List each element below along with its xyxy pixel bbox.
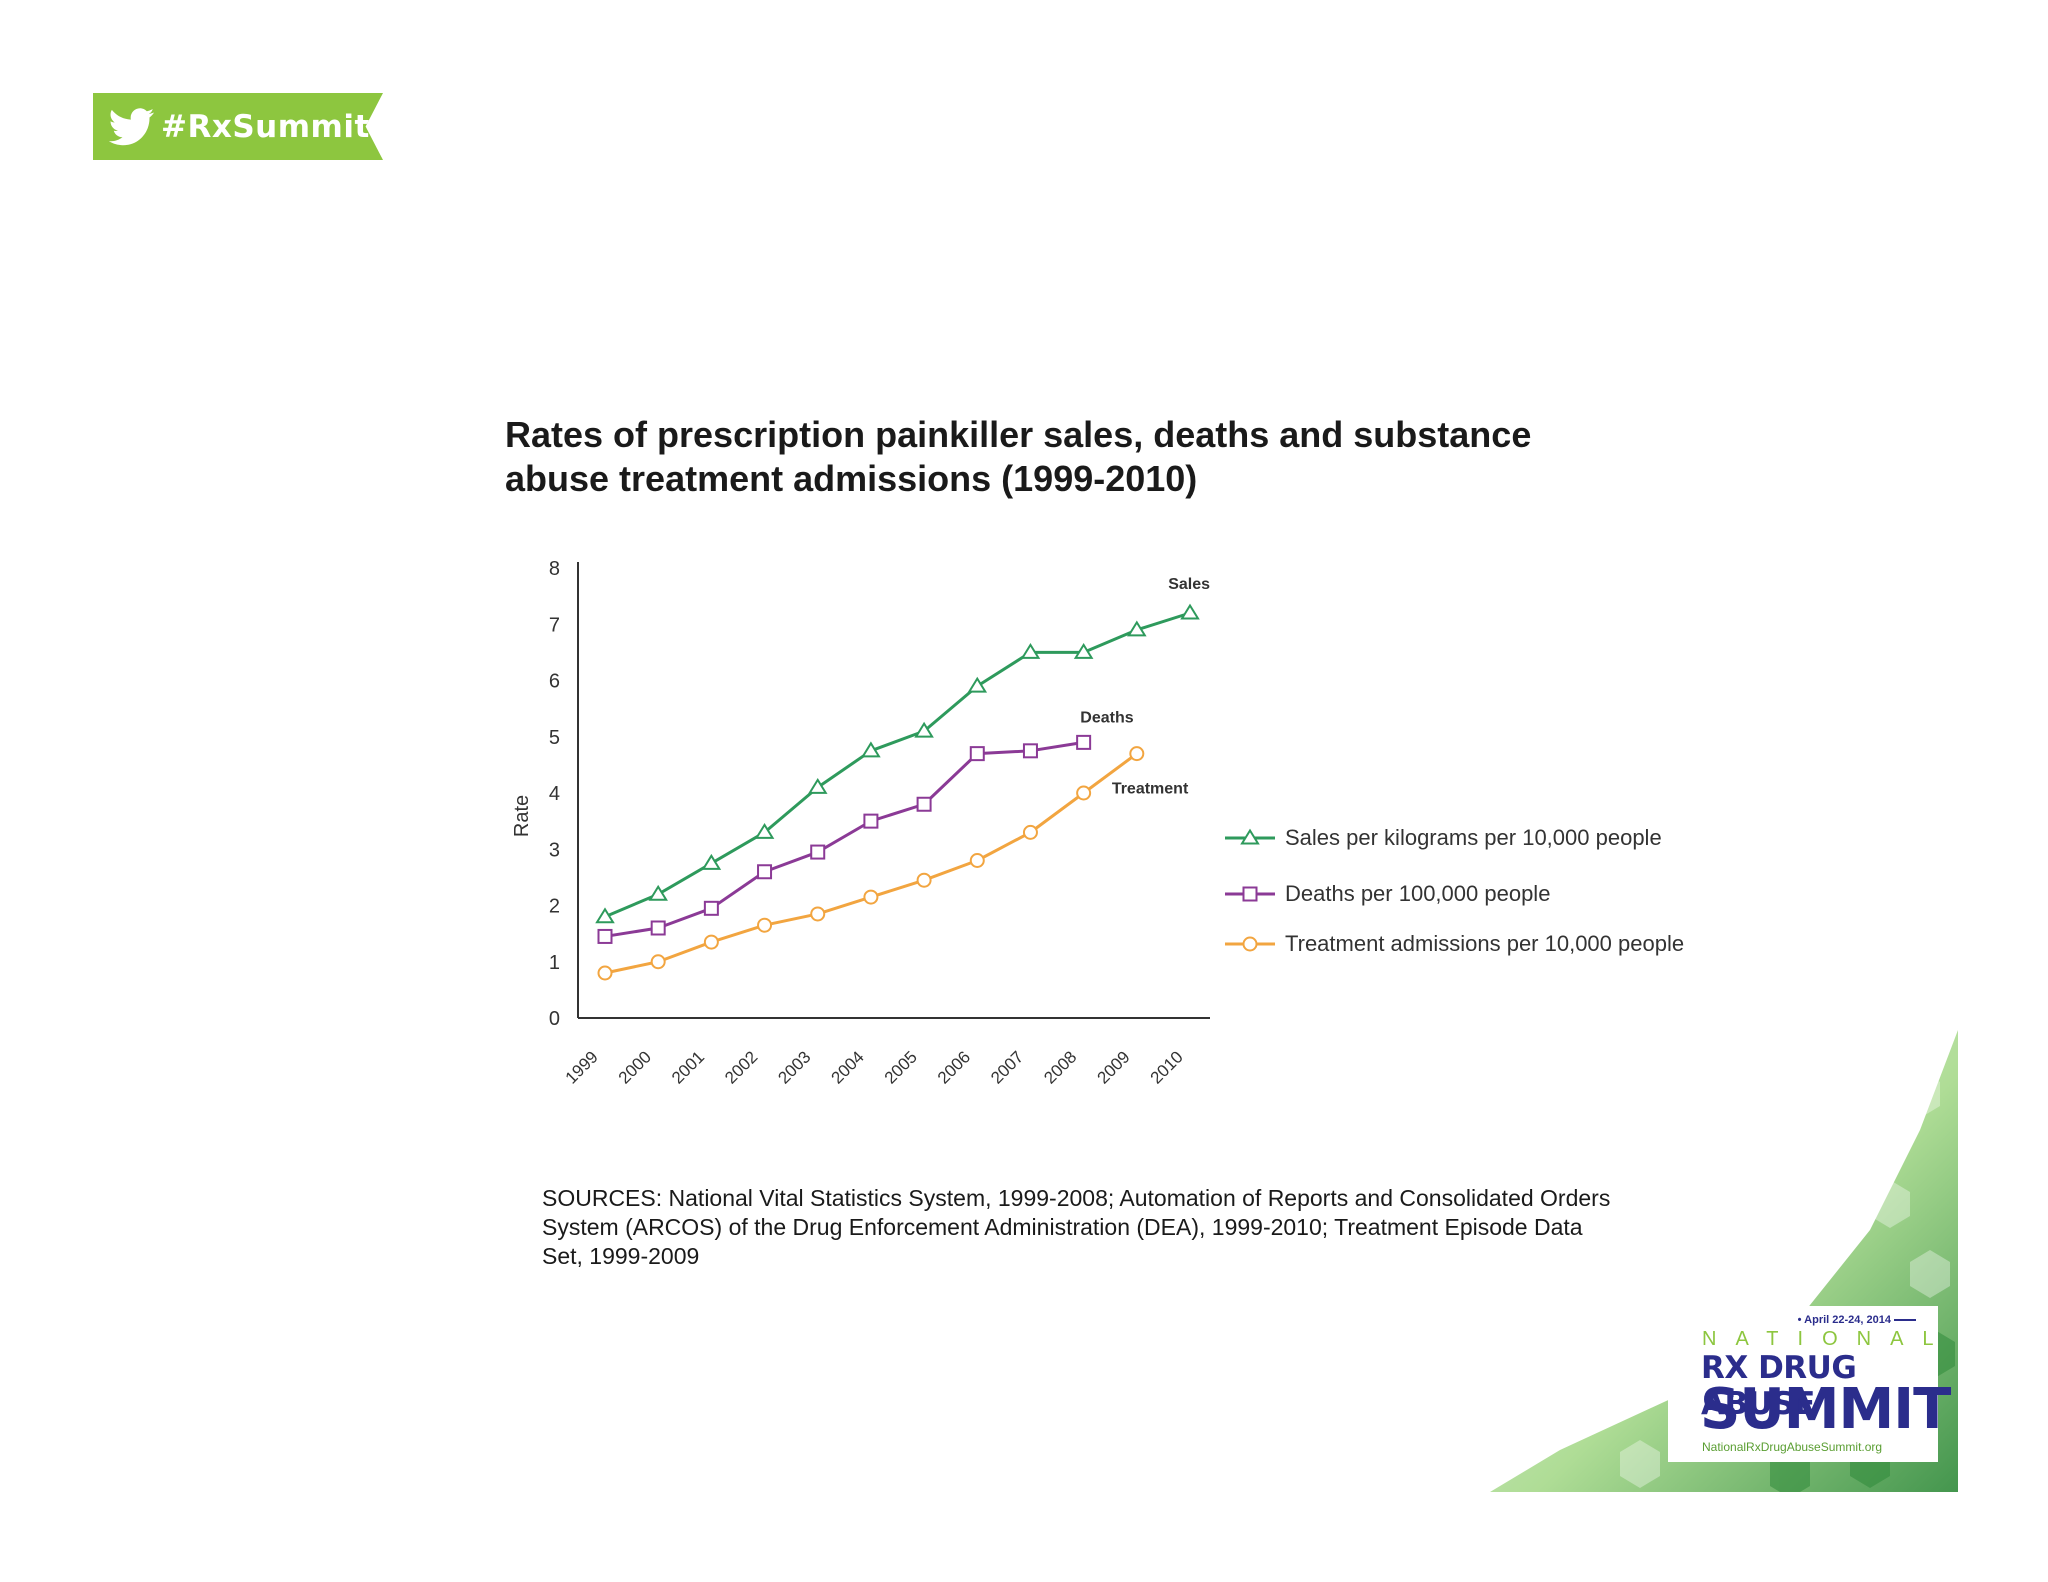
y-tick-label: 1 <box>549 952 560 974</box>
legend-swatch-marker <box>1240 828 1260 845</box>
series-line <box>604 752 1138 975</box>
sources-note: SOURCES: National Vital Statistics Syste… <box>542 1185 1611 1269</box>
legend-entry-label: Sales per kilograms per 10,000 people <box>1285 825 1662 850</box>
data-point <box>1020 642 1041 659</box>
data-point <box>597 928 613 944</box>
y-tick-label: 2 <box>549 896 560 918</box>
data-point <box>1022 743 1038 759</box>
hashtag-text: #RxSummit <box>161 108 370 145</box>
data-point <box>1129 746 1145 762</box>
hashtag-banner: #RxSummit <box>93 93 383 160</box>
data-point <box>754 822 775 839</box>
data-point <box>810 844 826 860</box>
summit-logo: • April 22-24, 2014 NATIONAL RX DRUG ABU… <box>1490 1030 1958 1492</box>
data-point <box>967 676 988 693</box>
x-tick-label: 2005 <box>881 1047 921 1087</box>
data-point <box>861 741 881 758</box>
x-tick-label: 2004 <box>828 1047 868 1087</box>
y-tick-label: 8 <box>549 558 560 580</box>
data-point <box>650 954 666 970</box>
x-tick-label: 2002 <box>721 1047 761 1087</box>
series-label: Sales <box>1168 576 1210 593</box>
data-point <box>1127 620 1147 637</box>
x-tick-label: 2010 <box>1147 1047 1187 1087</box>
x-tick-label: 1999 <box>562 1047 602 1087</box>
data-point <box>703 934 719 950</box>
data-point <box>863 813 879 829</box>
data-point <box>810 906 826 922</box>
data-point <box>1022 824 1038 840</box>
y-tick-label: 3 <box>549 839 560 861</box>
line-chart: 0 1 2 3 4 5 6 7 8 Rate 1999 2000 2001 2002 2003 2004 200… <box>511 558 1684 1088</box>
y-axis-label: Rate <box>511 795 533 837</box>
y-tick-label: 5 <box>549 727 560 749</box>
data-point <box>597 965 613 981</box>
data-point <box>807 777 828 794</box>
data-point <box>757 917 773 933</box>
data-point <box>650 920 666 936</box>
data-point <box>1180 603 1200 620</box>
legend-entry-label: Treatment admissions per 10,000 people <box>1285 931 1684 956</box>
data-point <box>916 796 932 812</box>
x-tick-label: 2003 <box>774 1047 814 1087</box>
logo-date: • April 22-24, 2014 <box>1798 1314 1916 1326</box>
x-tick-label: 2008 <box>1040 1047 1080 1087</box>
series-label: Deaths <box>1080 709 1133 726</box>
y-tick-label: 7 <box>549 614 560 636</box>
data-point <box>703 900 719 916</box>
series-line <box>604 740 1084 938</box>
x-tick-label: 2001 <box>668 1047 708 1087</box>
logo-national: NATIONAL <box>1702 1328 1953 1350</box>
data-point <box>701 853 722 870</box>
data-point <box>969 853 985 868</box>
legend-swatch-marker <box>1242 936 1258 952</box>
data-point <box>1073 642 1094 659</box>
series-label: Treatment <box>1112 781 1189 798</box>
legend-swatch-marker <box>1242 886 1258 902</box>
legend-entry-label: Deaths per 100,000 people <box>1285 881 1550 906</box>
y-tick-label: 0 <box>549 1008 560 1030</box>
data-point <box>648 884 668 901</box>
data-point <box>863 889 879 905</box>
data-point <box>969 746 985 762</box>
x-tick-label: 2006 <box>934 1047 974 1087</box>
logo-summit: SUMMIT <box>1700 1377 1951 1442</box>
chart-title: Rates of prescription painkiller sales, … <box>505 414 1532 499</box>
data-point <box>1076 734 1092 750</box>
x-tick-label: 2009 <box>1093 1047 1133 1087</box>
logo-url: NationalRxDrugAbuseSummit.org <box>1702 1440 1883 1454</box>
x-tick-label: 2000 <box>615 1047 655 1087</box>
summit-logo-card: • April 22-24, 2014 NATIONAL RX DRUG ABU… <box>1668 1306 1951 1462</box>
twitter-bird-icon <box>109 107 155 145</box>
y-tick-label: 6 <box>549 671 560 693</box>
series-line <box>604 611 1191 919</box>
data-point <box>757 864 773 880</box>
data-point <box>1076 785 1092 801</box>
x-tick-label: 2007 <box>987 1047 1027 1087</box>
data-point <box>595 907 615 924</box>
logo-rx-drug-abuse: RX DRUG ABUSE <box>1701 1350 1857 1422</box>
data-point <box>916 872 932 888</box>
y-tick-label: 4 <box>549 783 560 805</box>
data-point <box>914 721 934 738</box>
